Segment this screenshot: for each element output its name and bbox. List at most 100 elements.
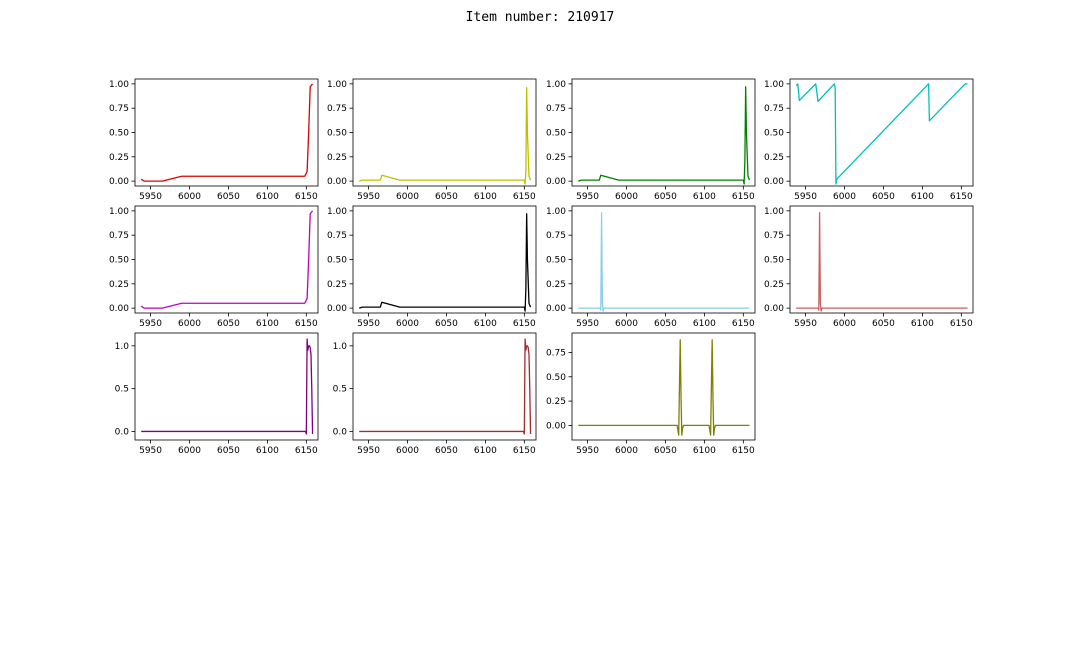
x-tick-label: 5950 [576, 446, 599, 456]
x-tick-label: 6000 [615, 192, 638, 202]
y-tick-label: 1.0 [115, 342, 130, 352]
x-tick-label: 5950 [139, 319, 162, 329]
y-tick-label: 0.75 [109, 231, 129, 241]
x-tick-label: 6100 [911, 192, 934, 202]
x-tick-label: 5950 [357, 446, 380, 456]
y-tick-label: 0.50 [546, 373, 566, 383]
series-line [141, 338, 314, 435]
y-tick-label: 0.25 [764, 280, 784, 290]
y-tick-label: 0.50 [764, 129, 784, 139]
y-tick-label: 0.25 [764, 153, 784, 163]
x-tick-label: 5950 [576, 319, 599, 329]
y-tick-label: 0.00 [546, 177, 566, 187]
axes-frame [134, 205, 319, 314]
axes-frame [571, 78, 756, 187]
x-tick-label: 6000 [615, 446, 638, 456]
y-tick-label: 0.0 [115, 427, 130, 437]
x-tick-label: 6000 [833, 192, 856, 202]
x-tick-label: 6000 [396, 446, 419, 456]
subplot-6: 5950 6000 6050 6100 6150 0.00 0.25 0.50 0.75 1.00 [327, 205, 537, 329]
y-tick-label: 1.00 [546, 80, 566, 90]
axes-frame [571, 332, 756, 441]
y-tick-label: 1.0 [333, 342, 348, 352]
x-tick-label: 6150 [513, 192, 536, 202]
x-tick-label: 6150 [950, 319, 973, 329]
y-tick-label: 0.50 [327, 129, 347, 139]
series-line [359, 87, 532, 185]
series-line [140, 210, 314, 309]
x-tick-label: 6050 [435, 192, 458, 202]
subplot-1: 5950 6000 6050 6100 6150 0.00 0.25 0.50 0.75 1.00 [109, 78, 319, 202]
y-tick-label: 0.25 [546, 280, 566, 290]
x-tick-label: 5950 [794, 192, 817, 202]
y-tick-label: 0.25 [109, 280, 129, 290]
series-line [140, 83, 314, 182]
axes-frame [571, 205, 756, 314]
x-tick-label: 5950 [139, 446, 162, 456]
subplot-7: 5950 6000 6050 6100 6150 0.00 0.25 0.50 0.75 1.00 [546, 205, 756, 329]
x-tick-label: 6150 [950, 192, 973, 202]
subplot-4: 5950 6000 6050 6100 6150 0.00 0.25 0.50 0.75 1.00 [764, 78, 974, 202]
y-tick-label: 0.25 [327, 280, 347, 290]
y-tick-label: 0.00 [764, 304, 784, 314]
y-tick-label: 0.00 [546, 304, 566, 314]
y-tick-label: 0.50 [546, 129, 566, 139]
y-tick-label: 0.00 [764, 177, 784, 187]
x-tick-label: 6000 [396, 192, 419, 202]
x-tick-label: 6050 [654, 192, 677, 202]
series-line [578, 86, 751, 185]
y-tick-label: 0.25 [327, 153, 347, 163]
y-tick-label: 0.50 [546, 256, 566, 266]
x-tick-label: 6150 [732, 446, 755, 456]
y-tick-label: 0.75 [327, 231, 347, 241]
series-line [578, 339, 750, 436]
y-tick-label: 1.00 [327, 207, 347, 217]
series-line [359, 213, 532, 312]
axes-frame [352, 332, 537, 441]
y-tick-label: 0.00 [109, 304, 129, 314]
x-tick-label: 6050 [217, 192, 240, 202]
y-tick-label: 1.00 [764, 207, 784, 217]
y-tick-label: 0.50 [109, 256, 129, 266]
y-tick-label: 0.50 [327, 256, 347, 266]
x-tick-label: 6000 [396, 319, 419, 329]
subplot-2: 5950 6000 6050 6100 6150 0.00 0.25 0.50 0.75 1.00 [327, 78, 537, 202]
y-tick-label: 0.75 [546, 348, 566, 358]
y-tick-label: 0.25 [109, 153, 129, 163]
x-tick-label: 5950 [576, 192, 599, 202]
y-tick-label: 0.5 [115, 385, 129, 395]
y-tick-label: 0.75 [109, 104, 129, 114]
y-tick-label: 1.00 [764, 80, 784, 90]
x-tick-label: 6100 [474, 446, 497, 456]
x-tick-label: 6150 [295, 192, 318, 202]
y-tick-label: 0.00 [546, 421, 566, 431]
y-tick-label: 0.75 [546, 104, 566, 114]
y-tick-label: 0.00 [327, 304, 347, 314]
x-tick-label: 6100 [256, 446, 279, 456]
y-tick-label: 1.00 [327, 80, 347, 90]
axes-frame [352, 78, 537, 187]
subplot-5: 5950 6000 6050 6100 6150 0.00 0.25 0.50 0.75 1.00 [109, 205, 319, 329]
x-tick-label: 6050 [654, 319, 677, 329]
x-tick-label: 6050 [435, 319, 458, 329]
y-tick-label: 0.25 [546, 397, 566, 407]
x-tick-label: 6050 [654, 446, 677, 456]
y-tick-label: 0.50 [109, 129, 129, 139]
series-line [795, 83, 968, 185]
x-tick-label: 6050 [217, 319, 240, 329]
x-tick-label: 6000 [178, 192, 201, 202]
y-tick-label: 0.75 [764, 231, 784, 241]
subplot-9: 5950 6000 6050 6100 6150 0.0 0.5 1.0 [115, 332, 319, 456]
series-line [359, 338, 532, 435]
x-tick-label: 6150 [732, 319, 755, 329]
axes-frame [134, 78, 319, 187]
axes-frame [789, 205, 974, 314]
axes-frame [134, 332, 319, 441]
x-tick-label: 6100 [693, 446, 716, 456]
x-tick-label: 6050 [217, 446, 240, 456]
y-tick-label: 0.25 [546, 153, 566, 163]
series-line [578, 212, 750, 312]
x-tick-label: 5950 [794, 319, 817, 329]
figure-title: Item number: 210917 [465, 10, 615, 25]
